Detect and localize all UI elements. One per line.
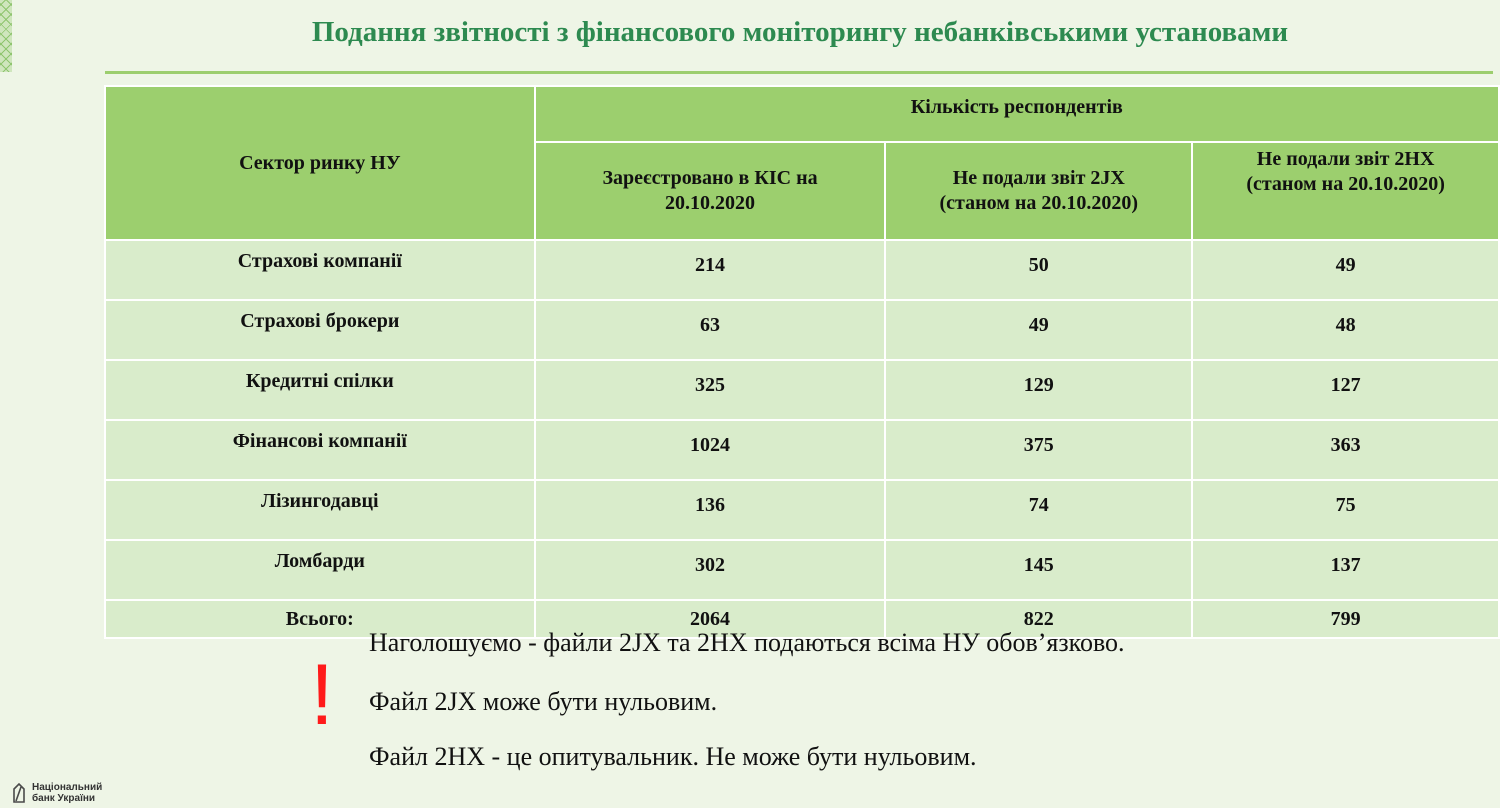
logo-line-2: банк України — [32, 793, 96, 804]
table-row: Кредитні спілки 325 129 127 — [104, 359, 1500, 421]
header-no-2jx: Не подали звіт 2JX (станом на 20.10.2020… — [884, 141, 1194, 241]
header-registered: Зареєстровано в КІС на 20.10.2020 — [533, 141, 887, 241]
row-registered: 1024 — [533, 419, 887, 481]
row-no-2jx: 49 — [884, 299, 1194, 361]
header-group: Кількість респондентів — [533, 85, 1500, 143]
header-group-label: Кількість респондентів — [910, 96, 1123, 118]
row-no-2jx: 145 — [884, 539, 1194, 601]
row-sector: Страхові компанії — [104, 239, 536, 301]
note-line-2: Файл 2JX може бути нульовим. — [369, 687, 718, 716]
table-row: Фінансові компанії 1024 375 363 — [104, 419, 1500, 481]
exclamation-icon: ! — [310, 647, 334, 743]
note-line-1: Наголошуємо - файли 2JX та 2НХ подаються… — [369, 628, 1125, 657]
total-no-2hx: 799 — [1191, 599, 1500, 639]
row-sector: Лізингодавці — [104, 479, 536, 541]
row-no-2hx: 49 — [1191, 239, 1500, 301]
note-line-3: Файл 2НХ - це опитувальник. Не може бути… — [369, 742, 977, 771]
title-divider — [105, 71, 1493, 74]
header-registered-line1: Зареєстровано в КІС на — [602, 167, 818, 189]
row-no-2hx: 75 — [1191, 479, 1500, 541]
table-row: Страхові компанії 214 50 49 — [104, 239, 1500, 301]
header-no-2hx-line1: Не подали звіт 2НХ — [1256, 148, 1435, 170]
table-row: Ломбарди 302 145 137 — [104, 539, 1500, 601]
row-no-2jx: 129 — [884, 359, 1194, 421]
nbu-logo: Національний банк України — [12, 782, 132, 806]
row-sector: Страхові брокери — [104, 299, 536, 361]
respondents-table: Сектор ринку НУ Кількість респондентів З… — [104, 85, 1500, 639]
header-no-2jx-line2: (станом на 20.10.2020) — [939, 192, 1139, 214]
corner-ornament — [0, 0, 12, 72]
row-no-2jx: 375 — [884, 419, 1194, 481]
row-no-2hx: 363 — [1191, 419, 1500, 481]
total-no-2jx: 822 — [884, 599, 1194, 639]
row-no-2jx: 50 — [884, 239, 1194, 301]
logo-line-1: Національний — [32, 782, 103, 793]
header-no-2hx-line2: (станом на 20.10.2020) — [1246, 173, 1445, 195]
row-registered: 325 — [533, 359, 887, 421]
table-row: Лізингодавці 136 74 75 — [104, 479, 1500, 541]
total-registered: 2064 — [533, 599, 887, 639]
header-sector-label: Сектор ринку НУ — [239, 151, 401, 174]
row-registered: 214 — [533, 239, 887, 301]
nbu-logo-icon — [13, 783, 25, 803]
row-no-2hx: 48 — [1191, 299, 1500, 361]
total-sector: Всього: — [104, 599, 536, 639]
row-sector: Фінансові компанії — [104, 419, 536, 481]
page-title: Подання звітності з фінансового монітори… — [311, 16, 1289, 48]
row-sector: Ломбарди — [104, 539, 536, 601]
row-no-2hx: 137 — [1191, 539, 1500, 601]
table-row: Страхові брокери 63 49 48 — [104, 299, 1500, 361]
row-no-2jx: 74 — [884, 479, 1194, 541]
table-total-row: Всього: 2064 822 799 — [104, 599, 1500, 639]
row-registered: 302 — [533, 539, 887, 601]
header-registered-line2: 20.10.2020 — [665, 192, 756, 214]
header-no-2jx-line1: Не подали звіт 2JX — [952, 167, 1125, 189]
row-sector: Кредитні спілки — [104, 359, 536, 421]
header-no-2hx: Не подали звіт 2НХ (станом на 20.10.2020… — [1191, 141, 1500, 241]
nbu-logo-text: Національний банк України — [32, 782, 102, 804]
row-no-2hx: 127 — [1191, 359, 1500, 421]
header-sector: Сектор ринку НУ — [104, 85, 536, 241]
row-registered: 63 — [533, 299, 887, 361]
row-registered: 136 — [533, 479, 887, 541]
